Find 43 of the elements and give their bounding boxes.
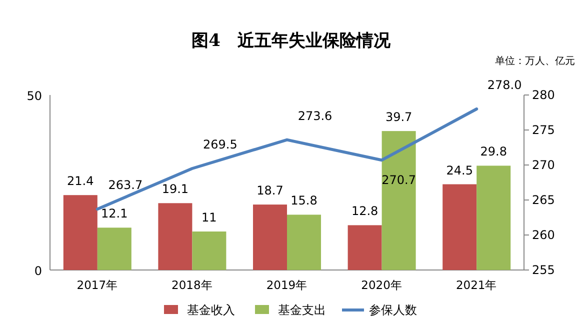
- y-tick-label: 50: [26, 89, 42, 103]
- data-label: 12.1: [101, 206, 128, 221]
- data-label: 270.7: [382, 173, 416, 188]
- legend-label: 参保人数: [369, 303, 417, 317]
- bar: [63, 195, 98, 270]
- x-tick-label: 2018年: [172, 278, 213, 292]
- data-label: 263.7: [108, 178, 143, 192]
- data-label: 278.0: [487, 78, 522, 92]
- y2-tick-label: 280: [532, 88, 555, 102]
- data-label: 273.6: [298, 108, 332, 123]
- chart-title: 图4 近五年失业保险情况: [192, 31, 392, 51]
- y2-tick-label: 265: [532, 193, 555, 207]
- bar: [348, 225, 382, 270]
- bar: [253, 204, 287, 270]
- x-tick-label: 2020年: [361, 278, 402, 292]
- data-label: 11: [202, 210, 217, 224]
- bar: [476, 166, 511, 270]
- x-tick-label: 2019年: [266, 278, 308, 292]
- legend-label: 基金收入: [187, 303, 235, 317]
- data-label: 39.7: [385, 110, 412, 124]
- data-label: 15.8: [290, 194, 318, 208]
- bar: [442, 184, 477, 270]
- bar: [158, 203, 192, 270]
- legend-label: 基金支出: [278, 303, 326, 317]
- chart-subtitle: 单位：万人、亿元: [495, 55, 575, 67]
- y2-tick-label: 270: [532, 158, 555, 172]
- bar: [192, 232, 226, 270]
- y2-tick-label: 260: [532, 228, 555, 242]
- data-label: 19.1: [162, 182, 189, 196]
- data-label: 269.5: [203, 138, 238, 152]
- bar: [97, 228, 132, 270]
- y-tick-label: 0: [34, 264, 42, 278]
- data-label: 12.8: [351, 204, 378, 218]
- y2-tick-label: 255: [532, 263, 555, 277]
- data-label: 18.7: [256, 184, 284, 198]
- bar: [287, 214, 321, 270]
- y2-tick-label: 275: [532, 123, 555, 137]
- data-label: 24.5: [446, 163, 473, 178]
- data-label: 21.4: [67, 174, 94, 188]
- x-tick-label: 2017年: [76, 278, 118, 292]
- data-label: 29.8: [480, 144, 507, 159]
- bar: [382, 131, 416, 270]
- x-tick-label: 2021年: [456, 278, 498, 292]
